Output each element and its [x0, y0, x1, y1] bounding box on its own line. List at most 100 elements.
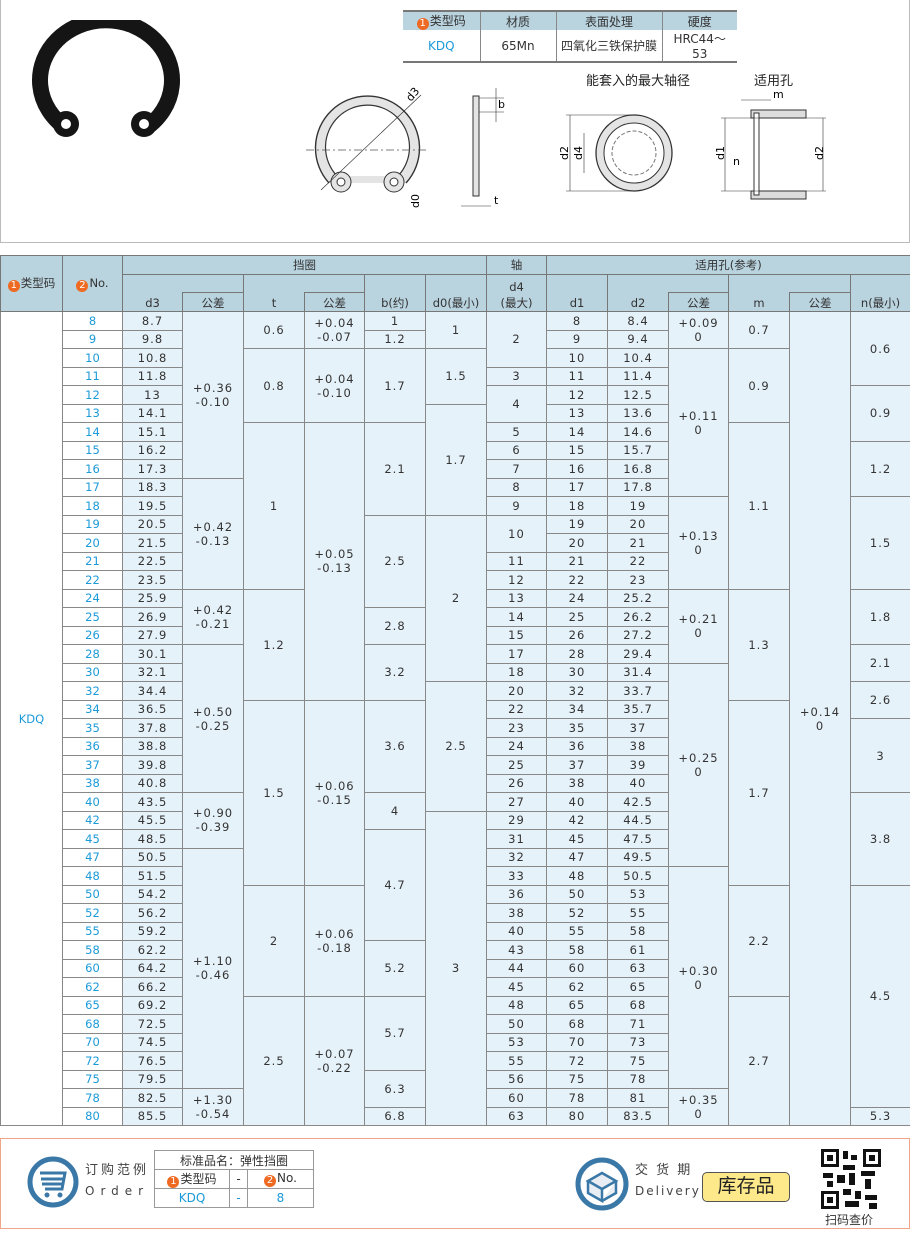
cell-d2: 55 — [607, 903, 669, 923]
cell-d3: 74.5 — [122, 1032, 183, 1053]
cell-d2: 39 — [607, 755, 669, 775]
cell-d1: 47 — [546, 847, 608, 868]
table-row: 11 11.8 3 11 11.4 — [1, 366, 910, 387]
cell-no: 52 — [62, 903, 123, 923]
table-row: 48 51.5 33 48 50.5 +0.30 0 — [1, 866, 910, 1090]
cell-d4: 13 — [486, 588, 547, 609]
cell-d2: 20 — [607, 514, 669, 535]
cell-d4: 9 — [486, 496, 547, 516]
cell-t: 1.2 — [243, 588, 305, 701]
cell-d4: 23 — [486, 718, 547, 738]
cell-m-tol: +0.14 0 — [789, 311, 851, 1127]
circlip-photo — [32, 20, 180, 137]
cell-no: 62 — [62, 977, 123, 997]
cell-d4: 18 — [486, 662, 547, 683]
cell-d4: 15 — [486, 625, 547, 646]
cell-d4: 44 — [486, 958, 547, 979]
table-row: 35 37.8 23 35 37 3 — [1, 718, 910, 794]
cell-n: 3 — [849, 718, 910, 794]
label-t: t — [494, 194, 499, 207]
cell-d3: 59.2 — [122, 921, 183, 942]
cell-d1: 14 — [546, 422, 608, 442]
table-row: 45 48.5 4.7 31 45 47.5 — [1, 829, 910, 942]
cell-t: 2.5 — [243, 995, 305, 1127]
cell-d1: 21 — [546, 551, 608, 572]
cell-d2-tol: +0.21 0 — [668, 588, 729, 664]
footer-panel: 订购范例 Order 标准品名：弹性挡圈 1 类型码 -2 No. KDQ -8 交 货… — [0, 1138, 910, 1229]
cell-d1: 16 — [546, 459, 608, 479]
table-row: 32 34.4 2.5 20 32 33.7 2.6 — [1, 681, 910, 812]
cell-t: 1.5 — [243, 699, 305, 886]
cell-d4: 48 — [486, 995, 547, 1016]
cell-t: 1 — [243, 422, 305, 590]
cell-d4: 36 — [486, 884, 547, 905]
cell-d3: 56.2 — [122, 903, 183, 923]
cell-d1: 17 — [546, 477, 608, 498]
cell-no: 34 — [62, 699, 123, 720]
cell-d3: 79.5 — [122, 1069, 183, 1090]
cell-no: 14 — [62, 422, 123, 442]
cell-b: 1.7 — [364, 348, 426, 424]
cell-d1: 32 — [546, 681, 608, 701]
cell-d3: 21.5 — [122, 533, 183, 553]
cell-no: 47 — [62, 847, 123, 868]
cell-d2: 75 — [607, 1051, 669, 1071]
cell-m: 1.1 — [728, 422, 790, 590]
cell-no: 24 — [62, 588, 123, 609]
cell-d1: 70 — [546, 1032, 608, 1053]
cell-d3-tol: +1.10 -0.46 — [182, 847, 244, 1090]
cell-d3: 11.8 — [122, 366, 183, 387]
cell-d3: 66.2 — [122, 977, 183, 997]
cell-n: 3.8 — [849, 792, 910, 886]
label-n: n — [733, 155, 740, 168]
cell-d3: 85.5 — [122, 1106, 183, 1127]
cell-no: 26 — [62, 625, 123, 646]
cell-d2-tol: +0.11 0 — [668, 348, 729, 498]
cell-d2: 12.5 — [607, 385, 669, 405]
cell-no: 10 — [62, 348, 123, 368]
cell-d3: 51.5 — [122, 866, 183, 886]
cell-d2-tol: +0.13 0 — [668, 496, 729, 590]
delivery-title-en: Delivery — [635, 1184, 701, 1198]
cell-d4: 56 — [486, 1069, 547, 1090]
cell-d2: 65 — [607, 977, 669, 997]
cell-d1: 62 — [546, 977, 608, 997]
table-row: 13 14.1 1.7 13 13.6 — [1, 403, 910, 516]
cell-d3: 32.1 — [122, 662, 183, 683]
label-d2: d2 — [558, 146, 571, 160]
table-row: 26 27.9 15 26 27.2 — [1, 625, 910, 646]
header-type: 1 类型码 — [0, 254, 63, 313]
stock-badge: 库存品 — [702, 1172, 790, 1202]
cell-d2: 37 — [607, 718, 669, 738]
cell-d3: 10.8 — [122, 348, 183, 368]
header-d3-top — [122, 273, 244, 293]
cell-no: 11 — [62, 366, 123, 387]
cell-d3: 39.8 — [122, 755, 183, 775]
cell-no: 72 — [62, 1051, 123, 1071]
cell-d4: 45 — [486, 977, 547, 997]
ring-side-drawing: b t — [461, 88, 505, 207]
label-d0: d0 — [409, 194, 422, 208]
cell-d1: 45 — [546, 829, 608, 849]
qr-code[interactable] — [821, 1149, 881, 1209]
cell-d2: 26.2 — [607, 607, 669, 627]
table-row: 55 59.2 40 55 58 — [1, 921, 910, 942]
header-m-top — [728, 273, 851, 293]
label-d2-hole: d2 — [813, 146, 826, 160]
cell-t-tol: +0.04 -0.10 — [304, 348, 365, 424]
table-row: 19 20.5 2.5 2 10 19 20 — [1, 514, 910, 683]
cell-d0: 3 — [425, 810, 487, 1127]
order-title-en: Order — [85, 1184, 150, 1198]
cell-d1: 50 — [546, 884, 608, 905]
cell-d1: 42 — [546, 810, 608, 831]
cell-m: 2.7 — [728, 995, 790, 1127]
cell-b: 2.1 — [364, 422, 426, 516]
cell-d2: 23 — [607, 570, 669, 590]
table-row: 65 69.2 2.5 +0.07 -0.22 5.7 48 65 68 2.7 — [1, 995, 910, 1127]
cell-m: 1.3 — [728, 588, 790, 701]
cell-d4: 11 — [486, 551, 547, 572]
cell-d3: 54.2 — [122, 884, 183, 905]
cell-d4: 27 — [486, 792, 547, 812]
cell-d3: 26.9 — [122, 607, 183, 627]
